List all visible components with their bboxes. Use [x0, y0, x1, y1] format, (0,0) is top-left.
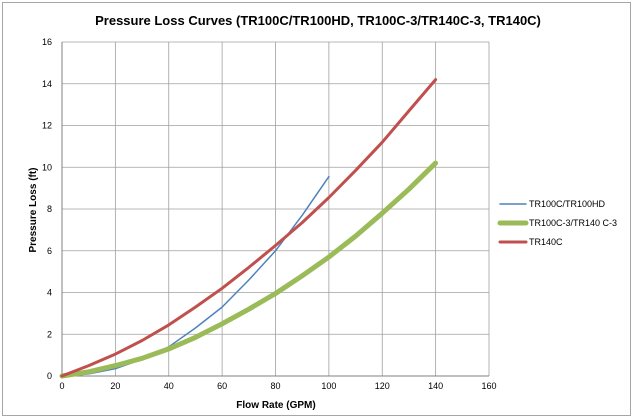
chart-title: Pressure Loss Curves (TR100C/TR100HD, TR… [95, 13, 541, 28]
y-tick-label: 6 [47, 246, 52, 256]
x-tick-label: 40 [164, 381, 174, 391]
y-tick-label: 14 [42, 79, 52, 89]
y-tick-label: 12 [42, 121, 52, 131]
legend-label-2: TR100C-3/TR140 C-3 [529, 218, 617, 228]
x-tick-label: 100 [321, 381, 336, 391]
y-axis-title: Pressure Loss (ft) [28, 167, 39, 252]
x-tick-label: 120 [375, 381, 390, 391]
x-tick-label: 20 [110, 381, 120, 391]
y-tick-label: 10 [42, 162, 52, 172]
y-tick-label: 16 [42, 37, 52, 47]
y-tick-label: 4 [47, 288, 52, 298]
x-tick-label: 0 [59, 381, 64, 391]
series-line-2 [59, 160, 439, 379]
y-axis-ticks: 0 2 4 6 8 10 12 14 16 [42, 37, 52, 381]
legend: TR100C/TR100HD TR100C-3/TR140 C-3 TR140C [497, 199, 617, 247]
y-tick-label: 2 [47, 329, 52, 339]
legend-label-1: TR100C/TR100HD [529, 199, 606, 209]
grid-lines [61, 41, 490, 377]
legend-label-3: TR140C [529, 237, 563, 247]
x-axis-ticks: 0 20 40 60 80 100 120 140 160 [59, 381, 496, 391]
x-axis-title: Flow Rate (GPM) [236, 400, 315, 411]
x-tick-label: 60 [217, 381, 227, 391]
x-tick-label: 140 [428, 381, 443, 391]
y-tick-label: 0 [47, 371, 52, 381]
series-line-1 [61, 175, 330, 377]
x-tick-label: 160 [481, 381, 496, 391]
series-lines [59, 78, 439, 379]
y-tick-label: 8 [47, 204, 52, 214]
x-tick-label: 80 [270, 381, 280, 391]
series-line-3 [60, 78, 438, 378]
